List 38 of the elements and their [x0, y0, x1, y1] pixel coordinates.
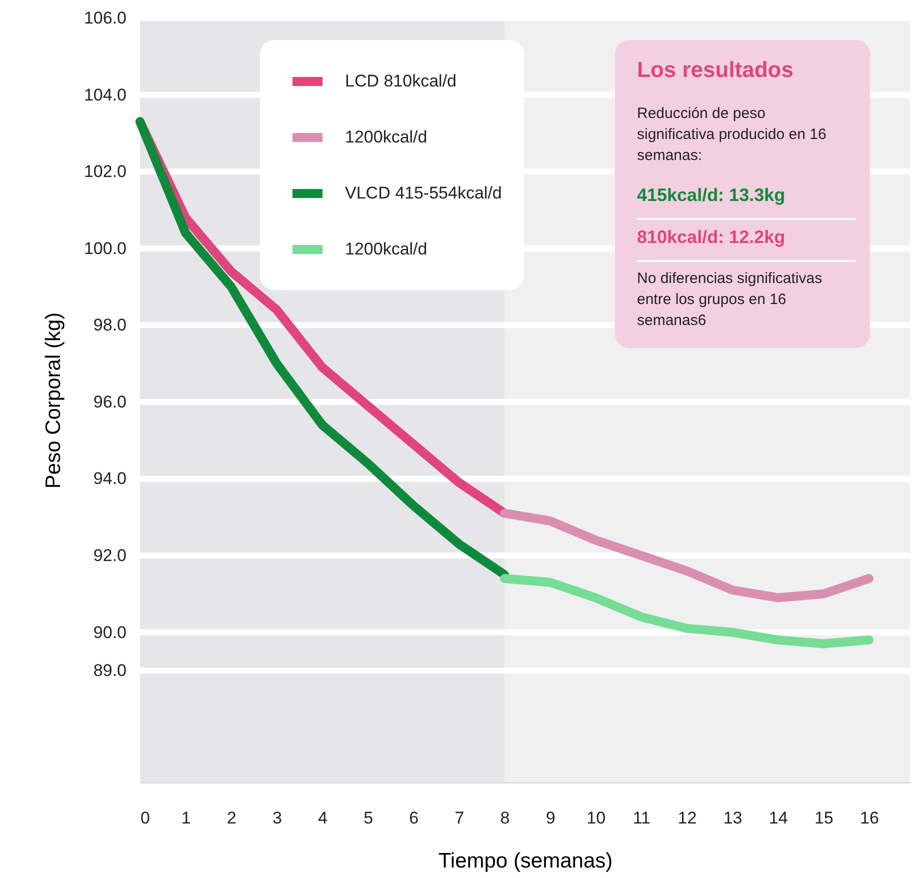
- x-tick-label: 9: [546, 808, 556, 828]
- y-tick-label: 106.0: [84, 8, 126, 28]
- x-tick-label: 12: [678, 808, 697, 828]
- legend-label: LCD 810kcal/d: [345, 72, 457, 90]
- y-tick-label: 98.0: [93, 316, 126, 335]
- x-tick-label: 16: [860, 808, 879, 828]
- y-tick-label: 94.0: [93, 469, 126, 488]
- x-tick-label: 5: [364, 808, 374, 828]
- x-tick-label: 6: [409, 808, 419, 828]
- x-tick-label: 11: [632, 808, 651, 828]
- legend-label: 1200kcal/d: [345, 240, 428, 258]
- annotation: 810kcal/d: 12.2kg: [637, 227, 786, 247]
- y-tick-label: 96.0: [93, 392, 126, 412]
- x-tick-label: 8: [500, 808, 510, 828]
- y-tick-label: 104.0: [84, 85, 126, 104]
- legend-label: VLCD 415-554kcal/d: [345, 184, 502, 202]
- x-tick-label: 4: [318, 808, 328, 828]
- annotation: 415kcal/d: 13.3kg: [637, 185, 786, 205]
- x-tick-label: 10: [586, 808, 606, 828]
- y-axis-title: Peso Corporal (kg): [42, 312, 65, 489]
- x-tick-label: 15: [814, 808, 834, 828]
- y-tick-label: 100.0: [84, 238, 126, 258]
- y-tick-label: 89.0: [93, 661, 126, 680]
- x-tick-label: 2: [226, 808, 236, 828]
- x-tick-label: 7: [454, 808, 464, 828]
- annotation: Reducción de peso significativa producido en 16 semanas:: [637, 105, 826, 164]
- x-tick-label: 1: [181, 808, 191, 828]
- y-tick-label: 92.0: [93, 546, 126, 565]
- y-tick-label: 90.0: [93, 622, 126, 642]
- x-tick-label: 3: [272, 808, 282, 828]
- x-tick-label: 13: [723, 808, 742, 828]
- y-tick-label: 102.0: [84, 162, 126, 182]
- x-tick-label: 0: [140, 808, 150, 828]
- x-tick-label: 14: [768, 808, 788, 828]
- annotation: No diferencias significativas entre los grupos en 16 semanas6: [637, 270, 822, 329]
- x-axis-title: Tiempo (semanas): [438, 850, 613, 872]
- legend-label: 1200kcal/d: [345, 128, 428, 146]
- annotation: Los resultados: [637, 57, 794, 82]
